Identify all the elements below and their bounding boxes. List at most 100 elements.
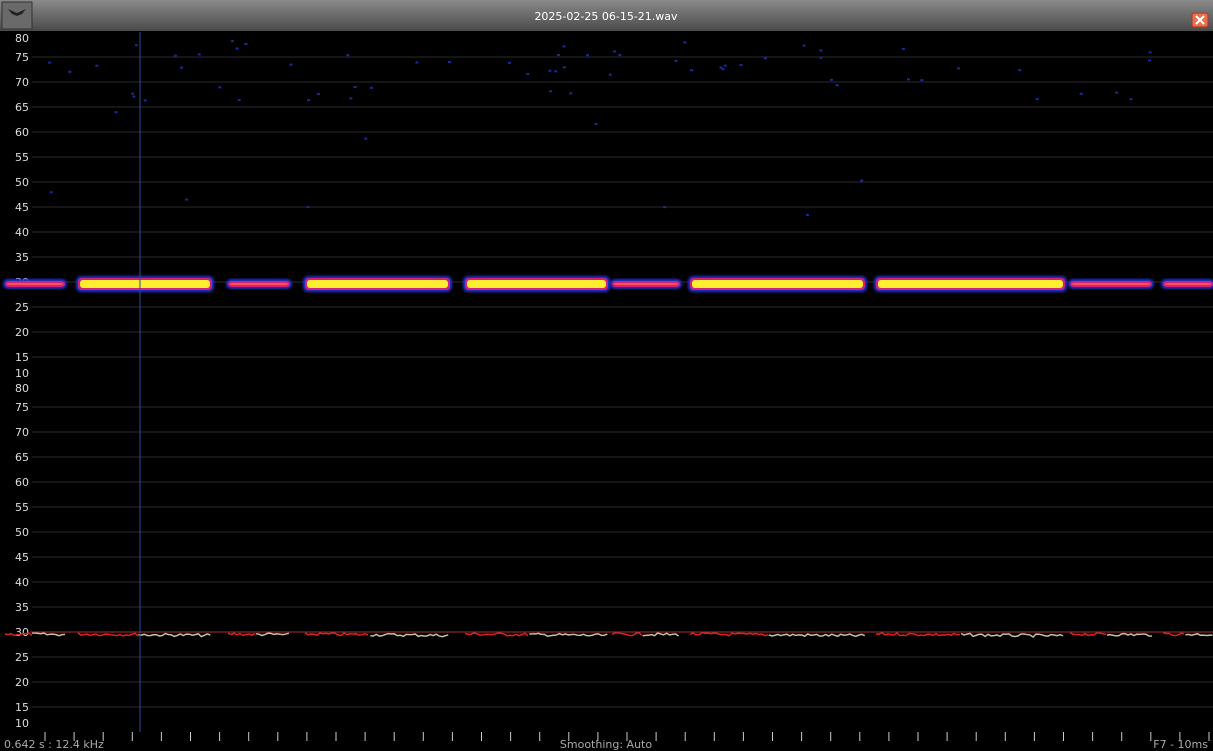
noise-dot [353,85,357,88]
pitch-trace [768,633,866,638]
y-tick-label: 50 [15,176,29,189]
bat-icon [8,9,26,16]
y-tick-label: 60 [15,126,29,139]
call-core [7,283,63,285]
noise-dot [218,86,222,89]
noise-dot [1115,91,1119,94]
noise-dot [901,47,905,50]
noise-dot [235,47,239,50]
y-tick-label: 45 [15,201,29,214]
pitch-trace [960,632,1064,639]
noise-dot [237,99,241,102]
noise-dot [586,54,590,57]
y-tick-label: 35 [15,251,29,264]
noise-dot [507,61,511,64]
noise-dot [835,84,839,87]
noise-dot [1148,51,1152,54]
window-title: 2025-02-25 06-15-21.wav [534,10,678,23]
y-tick-label: 20 [15,676,29,689]
pitch-trace [1106,632,1152,637]
call-core [80,280,210,288]
noise-dot [173,54,177,57]
y-tick-label: 65 [15,451,29,464]
pitch-trace [227,632,256,637]
noise-dot [230,40,234,43]
y-tick-label: 30 [15,626,29,639]
y-tick-label: 55 [15,151,29,164]
y-tick-label: 70 [15,426,29,439]
noise-dot [719,66,723,69]
noise-dot [829,78,833,81]
noise-dot [548,69,552,72]
noise-dot [663,206,667,209]
pitch-trace [1069,631,1107,637]
noise-dot [739,64,743,67]
noise-dot [906,78,910,81]
y-tick-label: 70 [15,76,29,89]
noise-dot [131,92,135,95]
close-icon [1195,15,1205,25]
noise-dot [447,61,451,64]
noise-dot [526,73,530,76]
pitch-trace [255,632,290,637]
noise-dot [860,179,864,182]
noise-dot [1018,69,1022,72]
call-core [1072,283,1150,285]
noise-dot [569,92,573,95]
cursor-readout: 0.642 s : 12.4 kHz [4,738,104,751]
noise-dot [683,41,687,44]
noise-dot [556,53,560,56]
y-tick-label: 40 [15,576,29,589]
y-tick-label: 60 [15,476,29,489]
noise-dot [349,97,353,100]
noise-dot [618,54,622,57]
y-tick-label: 25 [15,301,29,314]
spectrogram-panels: 80 75 70 65 60 55 50 45 40 35 30 25 20 15 10 80 75 70 65 60… [3,32,1213,730]
y-tick-label: 35 [15,601,29,614]
noise-dot [1079,92,1083,95]
y-tick-label: 15 [15,351,29,364]
noise-dot [763,57,767,60]
noise-dot [920,79,924,82]
pitch-trace [1162,631,1185,637]
noise-dot [316,93,320,96]
noise-dot [1035,98,1039,101]
pitch-trace [611,631,643,637]
time-ruler [44,732,1210,741]
y-tick-label: 10 [15,367,29,380]
call-core [307,280,448,288]
noise-dot [114,111,118,114]
pitch-trace [4,632,33,637]
noise-dot [49,191,53,194]
noise-dot [185,198,189,201]
noise-dot [802,44,806,47]
noise-dot [364,137,368,140]
noise-dot [957,67,961,70]
noise-dot [415,61,419,64]
pitch-trace [31,632,66,637]
noise-dot [68,70,72,73]
noise-dot [132,95,136,98]
noise-dot [1148,59,1152,62]
y-tick-label: 40 [15,226,29,239]
call-core [230,283,288,285]
y-tick-label: 10 [15,717,29,730]
noise-dot [289,63,293,66]
call-core [614,283,678,285]
noise-dot [562,66,566,69]
noise-dot [346,54,350,57]
noise-dot [721,68,725,71]
pitch-trace [1185,632,1213,637]
noise-dot [613,50,617,53]
smoothing-label: Smoothing: Auto [560,738,652,751]
noise-dot [723,64,727,67]
status-bar [0,732,1213,751]
noise-dot [306,206,310,209]
noise-dot [369,86,373,89]
noise-dot [819,56,823,59]
pitch-trace [464,632,529,637]
noise-dot [674,59,678,62]
